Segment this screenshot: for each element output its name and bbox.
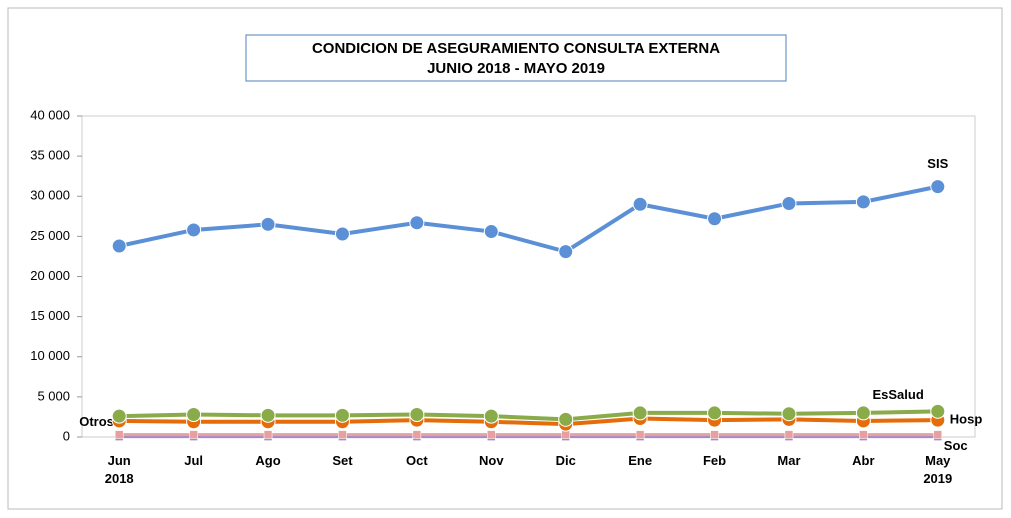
y-tick-label: 35 000	[30, 148, 70, 163]
point	[558, 411, 574, 427]
y-tick-label: 0	[63, 428, 70, 443]
point	[487, 430, 496, 439]
point	[263, 430, 273, 439]
point	[186, 407, 202, 423]
point	[409, 407, 425, 423]
point	[111, 408, 127, 424]
point	[933, 430, 943, 439]
y-tick-label: 30 000	[30, 188, 70, 203]
x-tick-label: Nov	[479, 453, 504, 468]
point	[334, 407, 350, 423]
series-line	[118, 184, 939, 254]
x-tick-label: Ago	[255, 453, 281, 468]
point	[111, 238, 127, 254]
chart-border	[7, 7, 1003, 510]
y-tick-label: 15 000	[30, 308, 70, 323]
point	[632, 405, 648, 421]
point	[707, 211, 723, 227]
point	[707, 405, 723, 421]
x-tick-label: Ene	[628, 453, 653, 468]
y-tick-label: 5 000	[37, 388, 70, 403]
point	[334, 226, 350, 242]
x-tick-label: Jun 2018	[104, 453, 134, 486]
point	[561, 430, 570, 439]
point	[855, 405, 871, 421]
series-label: EsSalud	[872, 387, 923, 402]
x-tick-label: Oct	[406, 453, 428, 468]
chart-subtitle: JUNIO 2018 - MAYO 2019	[427, 60, 605, 77]
point	[189, 430, 198, 439]
point	[930, 403, 946, 419]
series-line	[119, 409, 938, 422]
series-label: Soc	[944, 438, 968, 453]
point	[409, 215, 425, 231]
point	[859, 430, 868, 439]
y-tick-label: 20 000	[30, 268, 70, 283]
point	[558, 244, 574, 260]
chart-title: CONDICION DE ASEGURAMIENTO CONSULTA EXTE…	[312, 40, 720, 57]
point	[632, 196, 648, 212]
point	[930, 179, 946, 195]
y-tick-label: 40 000	[30, 107, 70, 122]
point	[781, 406, 797, 422]
x-tick-label: Dic	[555, 453, 576, 468]
x-tick-label: May 2019	[923, 453, 953, 486]
x-tick-label: Jul	[184, 453, 204, 468]
series-label: Otros	[79, 414, 114, 429]
point	[412, 430, 422, 439]
point	[483, 408, 499, 424]
y-tick-label: 10 000	[30, 348, 70, 363]
point	[784, 430, 794, 439]
x-tick-label: Set	[332, 453, 353, 468]
x-tick-label: Mar	[777, 453, 801, 468]
point	[260, 407, 276, 423]
series-label: SIS	[927, 156, 948, 171]
point	[338, 430, 347, 439]
point	[260, 216, 276, 232]
series-line	[119, 416, 938, 427]
title-box	[245, 34, 787, 82]
series-label: Hosp	[950, 412, 983, 427]
point	[781, 195, 797, 211]
point	[710, 430, 719, 439]
y-tick-label: 25 000	[30, 228, 70, 243]
point	[855, 194, 871, 210]
x-tick-label: Feb	[702, 453, 727, 468]
point	[635, 430, 645, 439]
x-tick-label: Abr	[852, 453, 875, 468]
point	[483, 224, 499, 240]
point	[186, 222, 202, 238]
point	[114, 430, 124, 439]
